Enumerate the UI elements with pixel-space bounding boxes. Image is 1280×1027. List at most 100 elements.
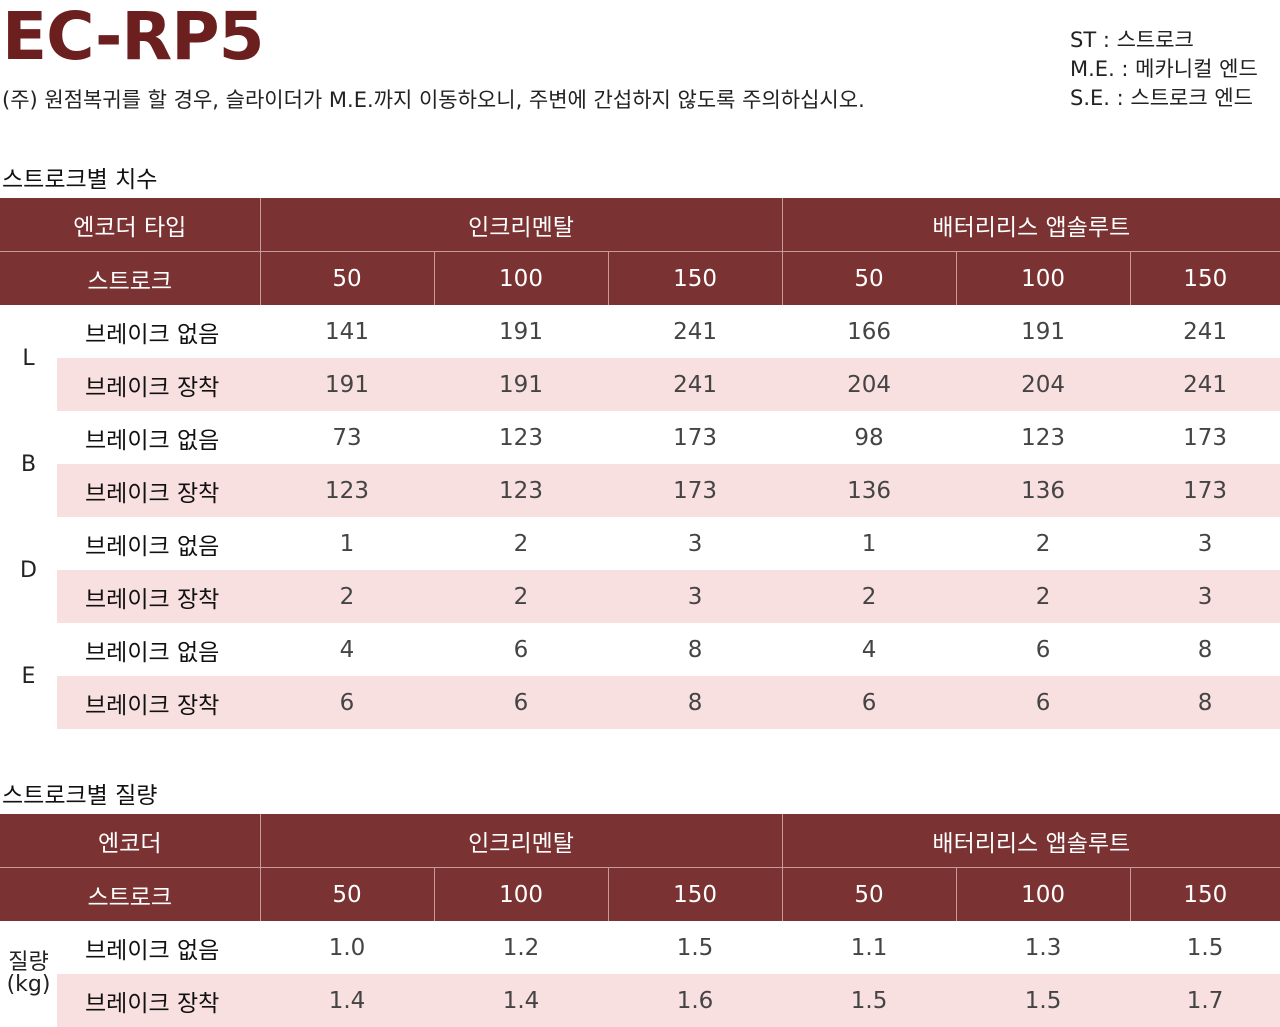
table-cell: 2 (956, 570, 1131, 623)
table-cell: 1.4 (434, 974, 609, 1027)
header-stroke-value: 100 (956, 251, 1131, 305)
group-label: D (0, 517, 57, 623)
table-cell: 3 (687, 530, 703, 557)
table-cell: 173 (673, 424, 717, 451)
header-stroke-value: 50 (782, 251, 957, 305)
header-incremental: 인크리멘탈 (260, 198, 783, 252)
row-label: 브레이크 없음 (85, 427, 220, 454)
header-batteryless-absolute: 배터리리스 앱솔루트 (782, 198, 1280, 252)
table-cell: 2 (1035, 530, 1051, 557)
table-cell: 123 (1021, 424, 1065, 451)
table-cell: 173 (1130, 464, 1280, 517)
table-cell: 6 (1035, 636, 1051, 663)
header-stroke-value: 150 (608, 251, 783, 305)
table-cell: 1.0 (328, 934, 366, 961)
header-stroke-value: 100 (956, 867, 1131, 921)
dimensions-section-title: 스트로크별 치수 (2, 167, 158, 193)
header-stroke-value: 50 (782, 867, 957, 921)
mass-group-label: 질량 (kg) (0, 921, 57, 1027)
table-cell: 98 (854, 424, 884, 451)
table-cell: 123 (499, 424, 543, 451)
row-label: 브레이크 없음 (85, 533, 220, 560)
header-stroke: 스트로크 (0, 251, 261, 305)
header-stroke-value: 150 (1130, 251, 1280, 305)
table-cell: 1.5 (1186, 934, 1224, 961)
table-cell: 123 (260, 464, 434, 517)
table-row: 브레이크 장착 191 191 241 204 204 241 (0, 358, 1280, 411)
table-cell: 2 (434, 570, 608, 623)
row-label: 브레이크 없음 (85, 321, 220, 348)
table-cell: 241 (1130, 358, 1280, 411)
table-cell: 1.7 (1130, 974, 1280, 1027)
table-cell: 8 (1197, 636, 1213, 663)
table-cell: 191 (260, 358, 434, 411)
table-row: 브레이크 장착 6 6 8 6 6 8 (0, 676, 1280, 729)
row-label: 브레이크 장착 (57, 974, 261, 1027)
header-encoder-type: 엔코더 타입 (0, 198, 261, 252)
header-stroke-value: 100 (434, 251, 609, 305)
table-cell: 4 (339, 636, 355, 663)
row-label: 브레이크 없음 (85, 937, 220, 964)
abbreviation-legend: ST : 스트로크 M.E. : 메카니컬 엔드 S.E. : 스트로크 엔드 (1070, 26, 1258, 113)
legend-item-se: S.E. : 스트로크 엔드 (1070, 86, 1253, 110)
group-label: B (0, 411, 57, 517)
legend-item-st: ST : 스트로크 (1070, 28, 1194, 52)
table-cell: 1 (861, 530, 877, 557)
row-label: 브레이크 장착 (57, 570, 260, 623)
mass-section-title: 스트로크별 질량 (2, 783, 158, 809)
table-cell: 6 (434, 676, 608, 729)
header-stroke-value: 150 (1130, 867, 1280, 921)
table-cell: 1.6 (608, 974, 783, 1027)
table-cell: 1.4 (260, 974, 435, 1027)
mass-table: 엔코더 인크리멘탈 배터리리스 앱솔루트 스트로크 50 100 150 50 … (0, 814, 1280, 1027)
table-cell: 204 (782, 358, 957, 411)
header-stroke-value: 150 (608, 867, 783, 921)
table-cell: 136 (956, 464, 1131, 517)
row-label: 브레이크 장착 (57, 358, 260, 411)
table-row: E 브레이크 없음 4 6 8 4 6 8 (0, 623, 1280, 729)
caution-note: (주) 원점복귀를 할 경우, 슬라이더가 M.E.까지 이동하오니, 주변에 … (2, 88, 865, 112)
table-cell: 123 (434, 464, 608, 517)
row-label: 브레이크 장착 (57, 464, 260, 517)
header-incremental: 인크리멘탈 (260, 814, 783, 868)
table-cell: 173 (608, 464, 783, 517)
table-row: D 브레이크 없음 1 2 3 1 2 3 (0, 517, 1280, 623)
table-cell: 8 (1130, 676, 1280, 729)
row-label: 브레이크 없음 (85, 639, 220, 666)
table-row: 브레이크 장착 1.4 1.4 1.6 1.5 1.5 1.7 (0, 974, 1280, 1027)
table-cell: 3 (608, 570, 783, 623)
table-cell: 1.2 (502, 934, 540, 961)
table-cell: 6 (513, 636, 529, 663)
table-cell: 6 (782, 676, 957, 729)
table-cell: 241 (1183, 318, 1227, 345)
dimensions-table: 엔코더 타입 인크리멘탈 배터리리스 앱솔루트 스트로크 50 100 150 … (0, 198, 1280, 729)
header-batteryless-absolute: 배터리리스 앱솔루트 (782, 814, 1280, 868)
table-row: B 브레이크 없음 73 123 173 98 123 173 (0, 411, 1280, 517)
header-stroke-value: 100 (434, 867, 609, 921)
table-cell: 1 (339, 530, 355, 557)
table-cell: 173 (1183, 424, 1227, 451)
table-cell: 6 (956, 676, 1131, 729)
table-row: L 브레이크 없음 141 191 241 166 191 241 (0, 305, 1280, 411)
table-cell: 8 (608, 676, 783, 729)
header-stroke-value: 50 (260, 251, 435, 305)
table-row: 질량 (kg) 브레이크 없음 1.0 1.2 1.5 1.1 1.3 1.5 (0, 921, 1280, 1027)
header-encoder: 엔코더 (0, 814, 261, 868)
header-stroke: 스트로크 (0, 867, 261, 921)
table-cell: 73 (332, 424, 362, 451)
table-cell: 166 (847, 318, 891, 345)
table-cell: 136 (782, 464, 957, 517)
group-label: L (0, 305, 57, 411)
table-cell: 241 (608, 358, 783, 411)
table-cell: 2 (513, 530, 529, 557)
table-cell: 3 (1197, 530, 1213, 557)
table-cell: 141 (325, 318, 369, 345)
table-cell: 1.3 (1024, 934, 1062, 961)
row-label: 브레이크 장착 (57, 676, 260, 729)
table-cell: 3 (1130, 570, 1280, 623)
group-label: E (0, 623, 57, 729)
table-cell: 2 (260, 570, 434, 623)
mass-group-label-line1: 질량 (8, 950, 49, 975)
table-row: 브레이크 장착 123 123 173 136 136 173 (0, 464, 1280, 517)
table-cell: 8 (687, 636, 703, 663)
